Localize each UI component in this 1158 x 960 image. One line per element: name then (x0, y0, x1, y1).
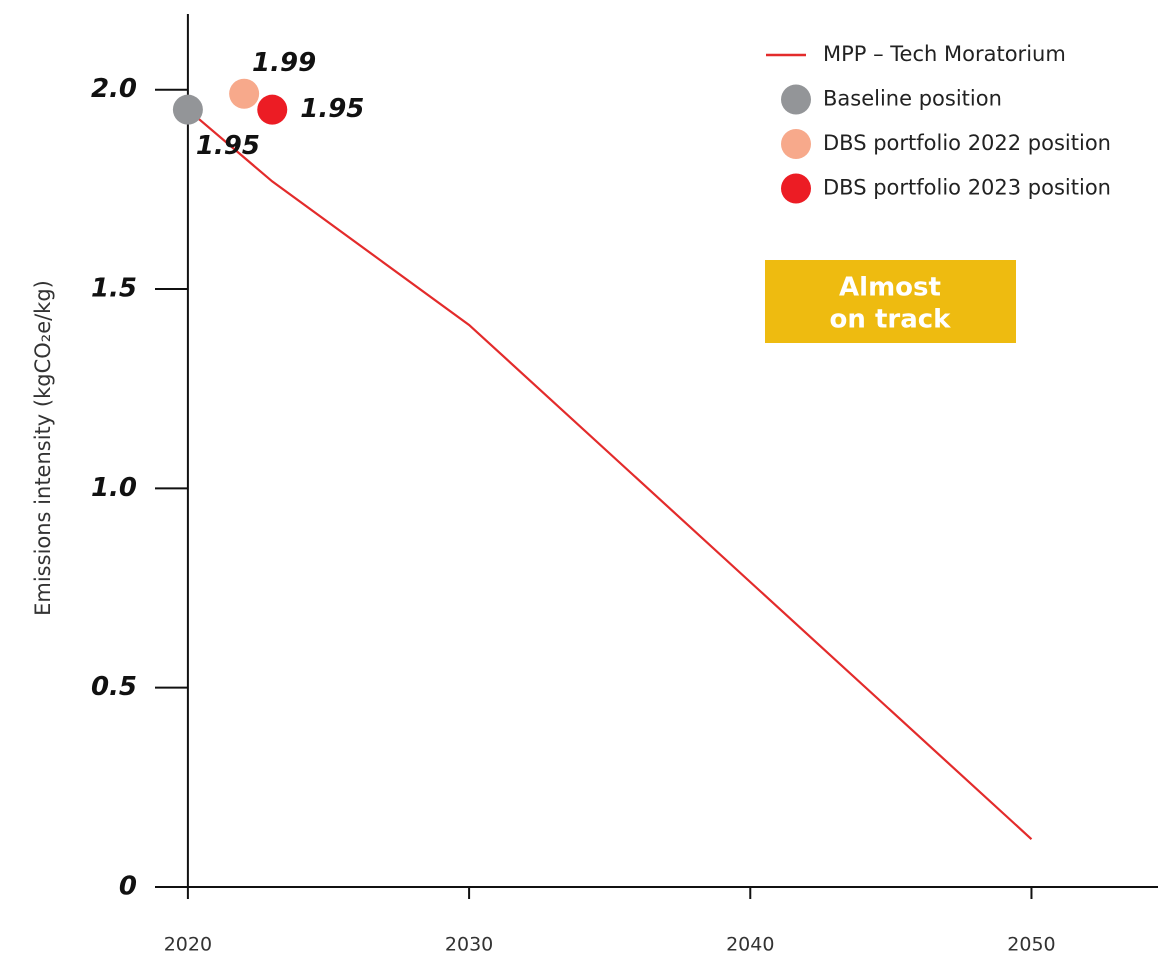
annotation: Almost (839, 273, 941, 303)
data-label: 1.95 (300, 94, 364, 124)
legend-label: DBS portfolio 2023 position (823, 176, 1111, 200)
x-tick-label: 2050 (1007, 934, 1055, 956)
y-tick-label: 0 (119, 872, 137, 902)
legend-swatch (781, 173, 811, 204)
annotation: on track (830, 305, 952, 335)
data-label: 1.99 (252, 48, 316, 78)
data-label: 1.95 (196, 131, 260, 161)
y-tick-label: 2.0 (91, 74, 137, 104)
point (257, 94, 288, 125)
annotation-box (765, 260, 1016, 343)
legend-swatch (781, 84, 811, 115)
line (187, 108, 1033, 840)
point (229, 78, 260, 109)
y-axis-label: Emissions intensity (kgCO₂e/kg) (31, 280, 55, 616)
y-tick-label: 1.5 (91, 274, 137, 304)
legend-label: MPP – Tech Moratorium (823, 42, 1066, 66)
legend-label: DBS portfolio 2022 position (823, 131, 1111, 155)
legend-label: Baseline position (823, 87, 1002, 111)
y-tick-label: 0.5 (91, 672, 137, 702)
legend-swatch (781, 129, 811, 159)
x-tick-label: 2020 (164, 934, 212, 956)
x-tick-label: 2030 (445, 934, 493, 956)
point (172, 94, 203, 125)
y-tick-label: 1.0 (91, 473, 137, 503)
x-tick-label: 2040 (726, 934, 774, 956)
